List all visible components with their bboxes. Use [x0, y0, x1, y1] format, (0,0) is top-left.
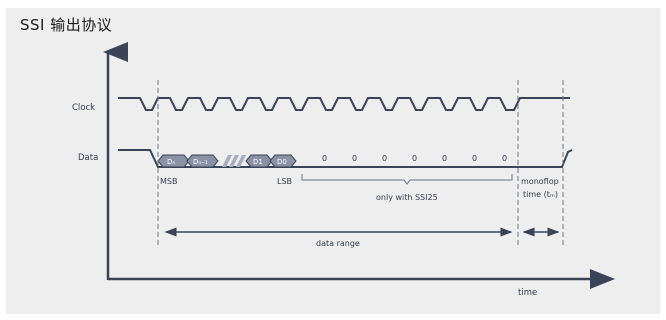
- lsb-label: LSB: [277, 177, 292, 186]
- bit-d0-label: D0: [277, 158, 287, 166]
- only-with-ssi25-label: only with SSI25: [376, 193, 438, 202]
- zero-bit: 0: [502, 154, 507, 163]
- data-signal-low: [118, 149, 515, 168]
- monoflop-label-line1: monoflop: [521, 177, 559, 186]
- bit-d0: [269, 154, 297, 168]
- monoflop-label-line2: time (tₘ): [523, 190, 558, 199]
- time-axis-label: time: [518, 288, 537, 298]
- zero-bit: 0: [412, 154, 417, 163]
- bit-d1-label: D1: [253, 158, 263, 166]
- data-range-label: data range: [316, 239, 360, 248]
- clock-label: Clock: [72, 103, 95, 113]
- zero-bit: 0: [442, 154, 447, 163]
- clock-signal: [118, 97, 570, 111]
- bit-dn1-label: Dₙ₋₁: [193, 158, 208, 166]
- diagram-title: SSI 输出协议: [20, 16, 113, 34]
- data-signal-tail: [515, 149, 573, 168]
- zero-bit: 0: [382, 154, 387, 163]
- data-label: Data: [78, 153, 98, 163]
- ssi25-bracket: [301, 174, 513, 185]
- bit-dn-label: Dₙ: [167, 158, 175, 166]
- zero-bit: 0: [322, 154, 327, 163]
- bit-dn1: [186, 154, 219, 168]
- zero-bit: 0: [352, 154, 357, 163]
- zero-bit: 0: [472, 154, 477, 163]
- msb-label: MSB: [160, 177, 177, 186]
- bit-ellipsis: [222, 155, 246, 167]
